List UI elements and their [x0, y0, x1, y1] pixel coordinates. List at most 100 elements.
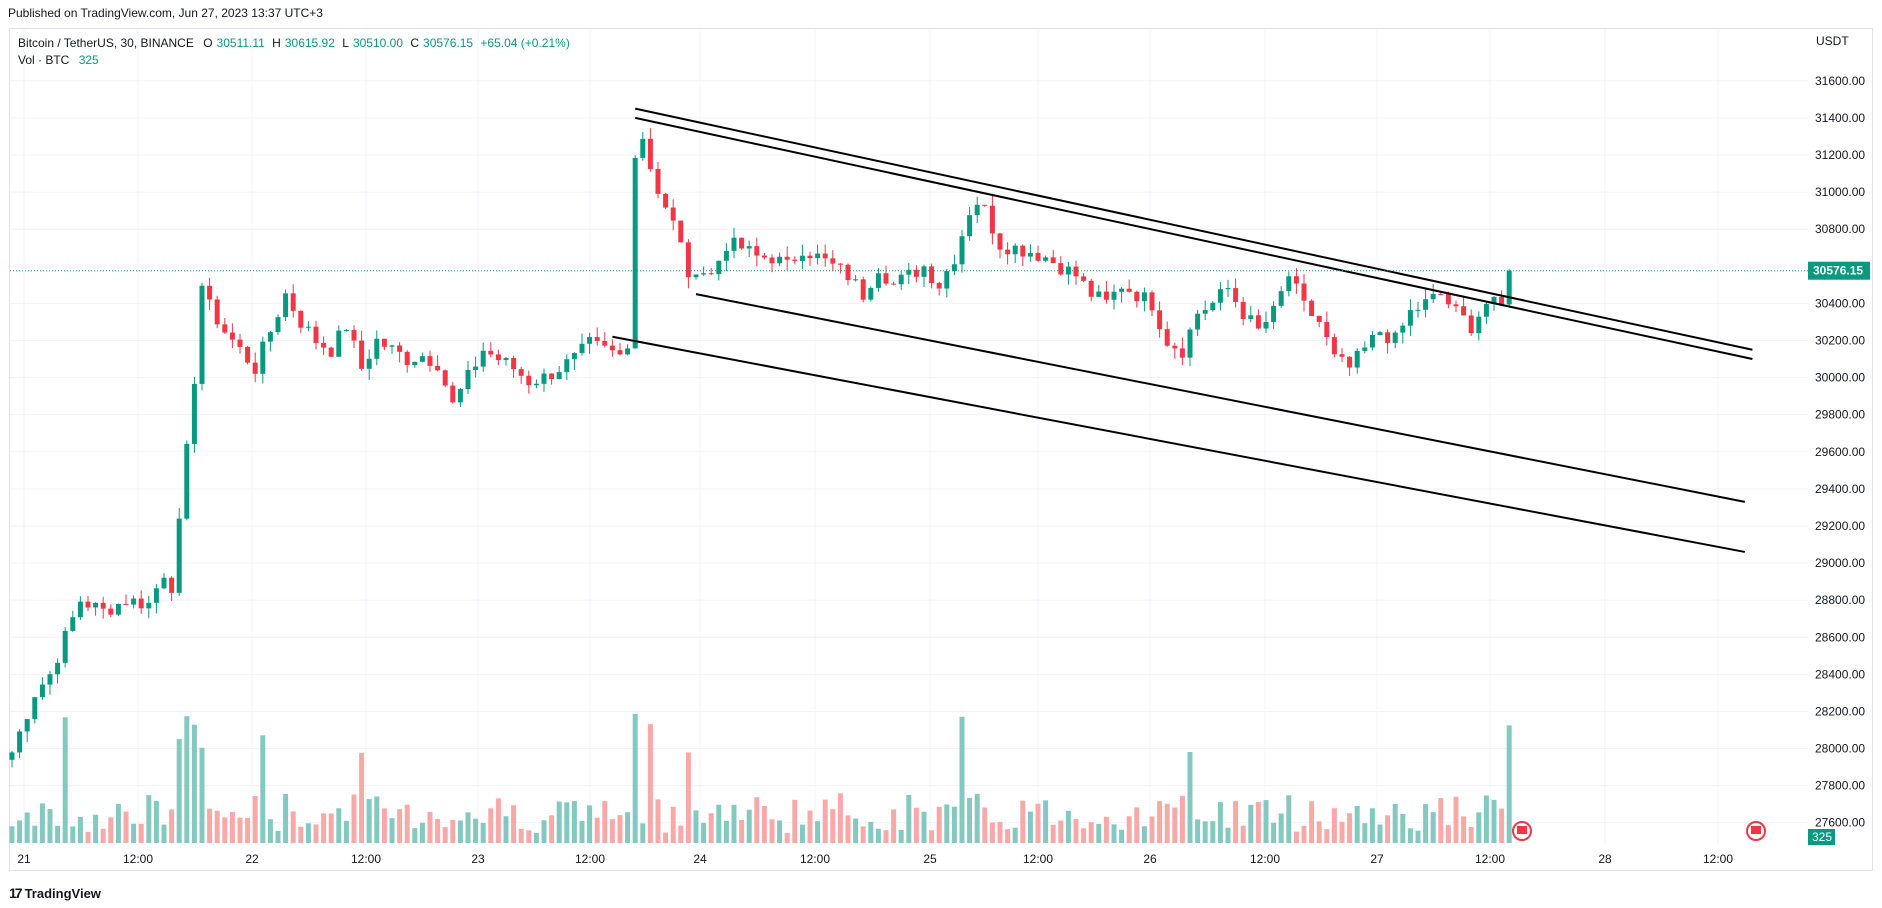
candle-body [1316, 315, 1322, 322]
candle-body [503, 358, 509, 361]
candle-body [564, 359, 570, 373]
volume-bar [541, 820, 547, 843]
volume-bar [435, 818, 441, 843]
volume-bar [1217, 802, 1223, 843]
volume-bar [1005, 829, 1011, 843]
candle-body [1499, 297, 1505, 305]
candle-body [777, 256, 783, 264]
volume-bar [1499, 808, 1505, 843]
y-tick-label: 28000.00 [1815, 742, 1865, 756]
volume-bar [891, 809, 897, 843]
candle-body [830, 258, 836, 264]
volume-bar [640, 823, 646, 843]
grid [10, 30, 1808, 845]
volume-bar [1065, 810, 1071, 843]
candle-body [290, 293, 296, 311]
volume-bar [792, 799, 798, 843]
candle-body [1210, 302, 1216, 311]
candle-body [784, 256, 790, 260]
volume-bar [769, 819, 775, 843]
volume-bar [1164, 803, 1170, 843]
candle-body [169, 577, 175, 593]
volume-bar [853, 818, 859, 843]
volume-bar [746, 809, 752, 843]
volume-bar [1506, 725, 1512, 843]
candle-body [1293, 276, 1299, 284]
candle-body [1195, 313, 1201, 330]
legend-symbol[interactable]: Bitcoin / TetherUS, 30, BINANCE [18, 36, 194, 50]
volume-bar [1012, 827, 1018, 843]
volume-bar [321, 813, 327, 843]
y-tick-label: 29600.00 [1815, 445, 1865, 459]
candle-body [655, 169, 661, 194]
candle-body [389, 345, 395, 347]
candle-body [229, 332, 235, 340]
candle-body [131, 598, 137, 605]
volume-bar [944, 804, 950, 843]
volume-bar [1453, 796, 1459, 843]
y-tick-label: 27800.00 [1815, 779, 1865, 793]
candle-body [1096, 291, 1102, 297]
volume-bar [761, 806, 767, 843]
candle-body [1027, 253, 1033, 257]
candle-body [260, 341, 266, 374]
volume-bar [222, 817, 228, 843]
volume-bar [93, 814, 99, 843]
x-tick-label: 24 [693, 852, 707, 866]
candle-body [1347, 356, 1353, 368]
candle-body [47, 674, 53, 685]
candle-body [974, 204, 980, 216]
volume-bar [693, 810, 699, 843]
volume-bar [108, 817, 114, 843]
volume-bar [1293, 831, 1299, 843]
trendline-upper-inner [634, 116, 1753, 361]
candle-body [1088, 280, 1094, 297]
last-price-badge [1808, 261, 1870, 280]
volume-bar [647, 724, 653, 843]
volume-bar [1195, 819, 1201, 843]
candle-body [1217, 289, 1223, 303]
change-value: +65.04 (+0.21%) [480, 36, 570, 50]
volume-bar [723, 820, 729, 843]
candle-body [670, 207, 676, 221]
volume-bar [47, 809, 53, 843]
candle-body [769, 257, 775, 264]
candle-body [746, 246, 752, 249]
candle-body [1430, 294, 1436, 300]
volume-bar [450, 819, 456, 843]
candle-body [100, 602, 106, 609]
candle-body [640, 138, 646, 158]
volume-bar [678, 825, 684, 843]
candle-body [351, 330, 357, 341]
candle-body [883, 273, 889, 284]
candle-body [1339, 354, 1345, 357]
y-tick-label: 29000.00 [1815, 556, 1865, 570]
volume-bar [663, 832, 669, 843]
last-volume-badge [1808, 829, 1835, 845]
volume-bar [921, 811, 927, 843]
tradingview-logo[interactable]: 17 TradingView [9, 885, 101, 901]
candle-body [799, 255, 805, 261]
volume-bar [1088, 822, 1094, 843]
volume-bar [1491, 799, 1497, 843]
volume-bar [974, 793, 980, 843]
volume-bar [252, 796, 258, 843]
x-tick-label: 12:00 [351, 852, 381, 866]
candle-body [245, 346, 251, 363]
y-tick-label: 31400.00 [1815, 111, 1865, 125]
volume-bar [1438, 798, 1444, 843]
candle-body [1065, 266, 1071, 275]
x-tick-label: 12:00 [123, 852, 153, 866]
open-value: 30511.11 [216, 36, 265, 50]
candle-body [511, 358, 517, 370]
candle-body [1179, 348, 1185, 358]
volume-bar [754, 797, 760, 843]
candle-body [1035, 253, 1041, 261]
volume-bar [875, 828, 881, 843]
volume-label[interactable]: Vol · BTC [18, 53, 70, 67]
close-label: C [410, 36, 420, 50]
candle-body [9, 752, 15, 760]
candle-body [1149, 292, 1155, 311]
volume-bar [1058, 820, 1064, 843]
